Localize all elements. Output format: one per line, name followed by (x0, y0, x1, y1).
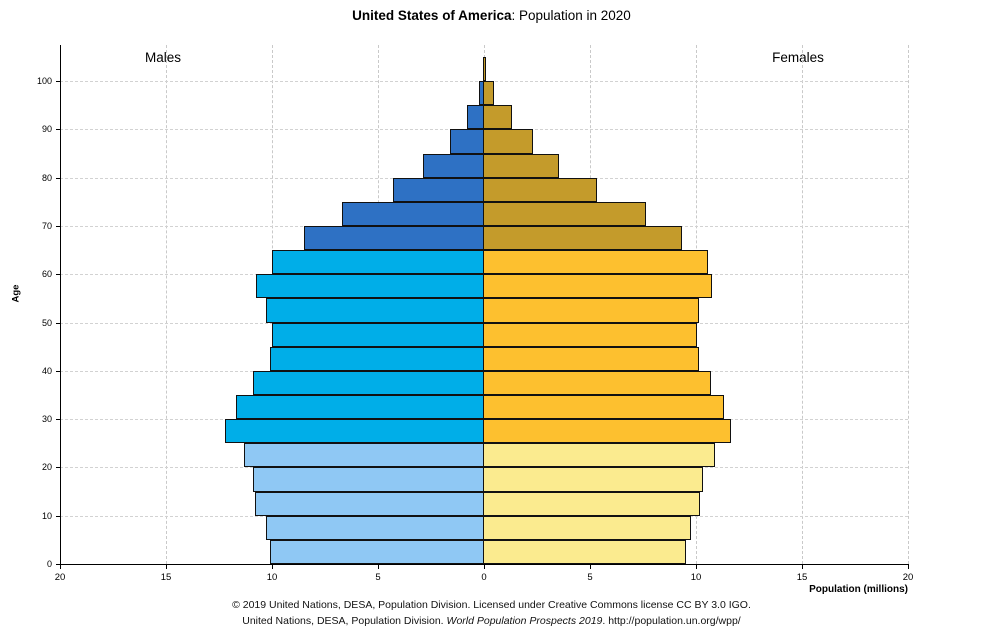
x-axis-tick (378, 565, 379, 569)
gridline-vertical-15 (166, 45, 167, 564)
footer-source-prefix: United Nations, DESA, Population Divisio… (242, 615, 447, 627)
y-axis-tick (56, 322, 60, 324)
bar-male-25-29 (225, 419, 484, 444)
bar-male-65-69 (303, 226, 484, 251)
x-tick-label: 5 (587, 572, 593, 583)
bar-female-75-79 (483, 177, 598, 202)
bar-male-5-9 (265, 515, 484, 540)
y-axis-tick (56, 467, 60, 469)
age-tick-label: 80 (41, 172, 52, 183)
footer-source: United Nations, DESA, Population Divisio… (0, 615, 983, 627)
age-tick-label: 70 (41, 221, 52, 231)
bar-female-100+ (483, 57, 487, 82)
x-tick-label: 5 (375, 572, 381, 583)
y-axis-tick (56, 564, 60, 565)
bar-female-85-89 (483, 129, 533, 154)
bar-female-5-9 (483, 515, 691, 540)
y-axis-tick (56, 129, 60, 131)
bar-female-10-14 (483, 491, 701, 516)
bar-female-30-34 (483, 395, 724, 420)
x-axis-tick (802, 565, 803, 569)
chart-title-country: United States of America (352, 8, 512, 23)
bar-male-0-4 (269, 539, 484, 564)
age-tick-label: 20 (41, 462, 52, 473)
bar-female-45-49 (483, 322, 698, 347)
age-tick-label: 100 (36, 76, 52, 87)
x-axis-tick (696, 565, 697, 569)
y-axis-tick (56, 226, 60, 227)
age-axis-title: Age (10, 284, 22, 303)
bar-female-15-19 (483, 467, 704, 492)
age-tick-label: 10 (41, 510, 52, 521)
age-tick-label: 60 (41, 269, 52, 280)
bar-female-0-4 (483, 539, 687, 564)
x-axis-tick (484, 565, 485, 569)
bar-female-35-39 (483, 370, 711, 395)
age-tick-label: 90 (41, 124, 52, 135)
females-label: Females (772, 50, 824, 65)
age-tick-label: 30 (41, 414, 52, 425)
bar-male-90-94 (467, 105, 484, 130)
bar-male-30-34 (235, 395, 484, 420)
bar-female-20-24 (483, 443, 716, 468)
x-axis-tick (60, 565, 61, 569)
x-axis-tick (590, 565, 591, 569)
bar-female-60-64 (483, 250, 708, 275)
x-tick-label: 10 (690, 572, 702, 583)
bar-male-80-84 (422, 153, 484, 178)
bar-male-70-74 (341, 201, 484, 226)
chart-title-rest: : Population in 2020 (511, 8, 631, 23)
x-axis-tick (166, 565, 167, 569)
x-tick-label: 0 (481, 572, 487, 583)
bar-male-10-14 (255, 491, 484, 516)
x-axis-tick (272, 565, 273, 569)
footer-copyright: © 2019 United Nations, DESA, Population … (232, 599, 751, 611)
bar-male-60-64 (272, 250, 484, 275)
bar-male-35-39 (252, 370, 484, 395)
bar-female-50-54 (483, 298, 700, 323)
bar-male-50-54 (265, 298, 484, 323)
age-tick-label: 0 (46, 559, 52, 569)
bar-male-75-79 (392, 177, 484, 202)
y-axis (60, 45, 61, 564)
footer-source-url: . http://population.un.org/wpp/ (602, 615, 741, 627)
bar-female-80-84 (483, 153, 560, 178)
x-tick-label: 20 (54, 572, 66, 583)
y-axis-tick (56, 370, 60, 372)
y-axis-tick (56, 515, 60, 517)
gridline-vertical-20 (908, 45, 909, 564)
bar-male-15-19 (252, 467, 484, 492)
bar-male-20-24 (244, 443, 484, 468)
bar-male-85-89 (450, 129, 484, 154)
y-axis-tick (56, 274, 60, 276)
bar-female-40-44 (483, 346, 700, 371)
footer-source-title: World Population Prospects 2019 (446, 615, 603, 627)
bar-female-90-94 (483, 105, 512, 130)
bar-female-55-59 (483, 274, 712, 299)
x-tick-label: 15 (160, 572, 172, 583)
population-axis-title: Population (millions) (809, 584, 908, 595)
bar-male-55-59 (256, 274, 484, 299)
chart-title: United States of America: Population in … (0, 8, 983, 23)
x-tick-label: 10 (266, 572, 278, 583)
bar-male-40-44 (269, 346, 484, 371)
age-tick-label: 50 (41, 317, 52, 328)
y-axis-tick (56, 81, 60, 83)
age-tick-label: 40 (41, 365, 52, 376)
y-axis-tick (56, 419, 60, 421)
bar-male-45-49 (272, 322, 484, 347)
bar-female-25-29 (483, 419, 731, 444)
x-axis (60, 564, 909, 565)
x-axis-tick (908, 565, 909, 569)
x-tick-label: 15 (796, 572, 808, 583)
x-tick-label: 20 (902, 572, 914, 583)
bar-female-65-69 (483, 226, 683, 251)
males-label: Males (144, 50, 181, 65)
bar-female-70-74 (483, 201, 647, 226)
gridline-vertical-15 (802, 45, 803, 564)
bar-female-95-99 (483, 81, 494, 106)
y-axis-tick (56, 177, 60, 179)
